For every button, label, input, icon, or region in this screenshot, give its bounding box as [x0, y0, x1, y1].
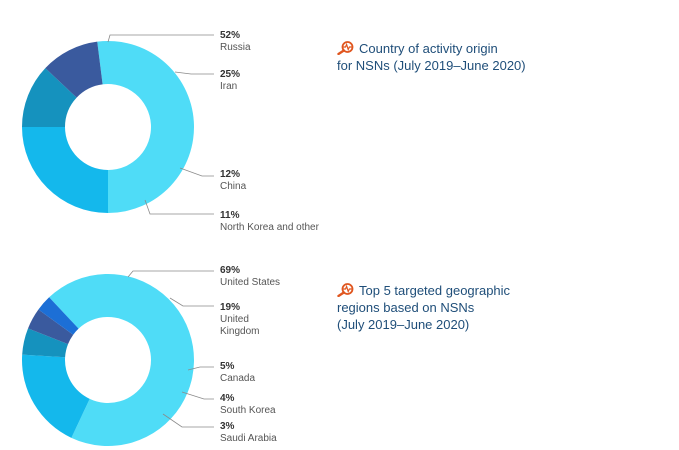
donut-chart-origin — [22, 34, 214, 215]
chart-title-line: (July 2019–June 2020) — [337, 317, 470, 332]
leader-line-north-korea-and-other — [144, 199, 214, 215]
leader-line-saudi-arabia — [162, 413, 214, 428]
leader-line-united-states — [127, 270, 214, 278]
donut-slice-united-kingdom — [21, 354, 90, 438]
donut-slice-united-states — [49, 274, 195, 446]
legend-label-russia: 52% Russia — [220, 30, 251, 54]
data-label-value: 12% — [220, 169, 241, 180]
chart-targeted-regions: Top 5 targeted geographic regions based … — [0, 240, 679, 450]
data-label-value: 25% — [220, 69, 241, 80]
legend-label-china: 12% China — [220, 169, 246, 193]
data-label-name: Russia — [220, 42, 251, 53]
data-label-name: China — [220, 181, 247, 192]
data-label-name: Iran — [220, 81, 238, 92]
chart-title-line: Top 5 targeted geographic — [359, 283, 511, 298]
data-label-name: South Korea — [220, 405, 276, 416]
legend-label-united-states: 69% United States — [220, 265, 280, 289]
data-label-value: 4% — [220, 393, 235, 404]
chart-title-line: Country of activity origin — [359, 41, 498, 56]
data-label-value: 19% — [220, 302, 241, 313]
donut-slice-russia — [97, 41, 194, 213]
data-label-value: 52% — [220, 30, 241, 41]
leader-line-russia — [107, 34, 214, 43]
chart-country-of-origin: Country of activity origin for NSNs (Jul… — [22, 30, 526, 234]
donut-slice-saudi-arabia — [38, 297, 79, 335]
chart-title-regions: Top 5 targeted geographic regions based … — [337, 282, 510, 333]
legend-label-iran: 25% Iran — [220, 69, 240, 93]
legend-label-north-korea: 11% North Korea and other — [220, 210, 319, 234]
donut-slice-iran — [22, 127, 108, 213]
leader-line-united-kingdom — [169, 297, 214, 307]
donut-slice-china — [22, 68, 77, 127]
chart-title-line: regions based on NSNs — [337, 300, 475, 315]
legend-label-united-kingdom: 19% United Kingdom — [220, 302, 259, 338]
data-label-name: United — [220, 314, 249, 325]
chart-title-origin: Country of activity origin for NSNs (Jul… — [337, 40, 526, 74]
leader-line-south-korea — [181, 391, 214, 400]
data-label-value: 11% — [220, 210, 240, 221]
magnifier-pulse-icon — [337, 283, 354, 297]
donut-slice-south-korea — [28, 309, 74, 345]
leader-line-china — [179, 167, 214, 177]
donut-slice-north-korea-and-other — [45, 41, 103, 98]
data-label-value: 3% — [220, 421, 235, 432]
legend-label-south-korea: 4% South Korea — [220, 393, 276, 417]
data-label-name: Canada — [220, 373, 256, 384]
data-label-name: Saudi Arabia — [220, 433, 277, 444]
data-label-value: 5% — [220, 361, 235, 372]
magnifier-pulse-icon — [337, 41, 354, 55]
legend-label-canada: 5% Canada — [220, 361, 255, 385]
data-label-name: Kingdom — [220, 326, 260, 337]
leader-line-iran — [174, 71, 214, 75]
donut-chart-regions — [21, 270, 214, 446]
leader-line-canada — [187, 366, 214, 371]
chart-title-line: for NSNs (July 2019–June 2020) — [337, 58, 526, 73]
data-label-value: 69% — [220, 265, 241, 276]
data-label-name: United States — [220, 277, 281, 288]
donut-slice-canada — [22, 328, 69, 358]
data-label-name: North Korea and other — [220, 222, 319, 233]
legend-label-saudi-arabia: 3% Saudi Arabia — [220, 421, 277, 445]
